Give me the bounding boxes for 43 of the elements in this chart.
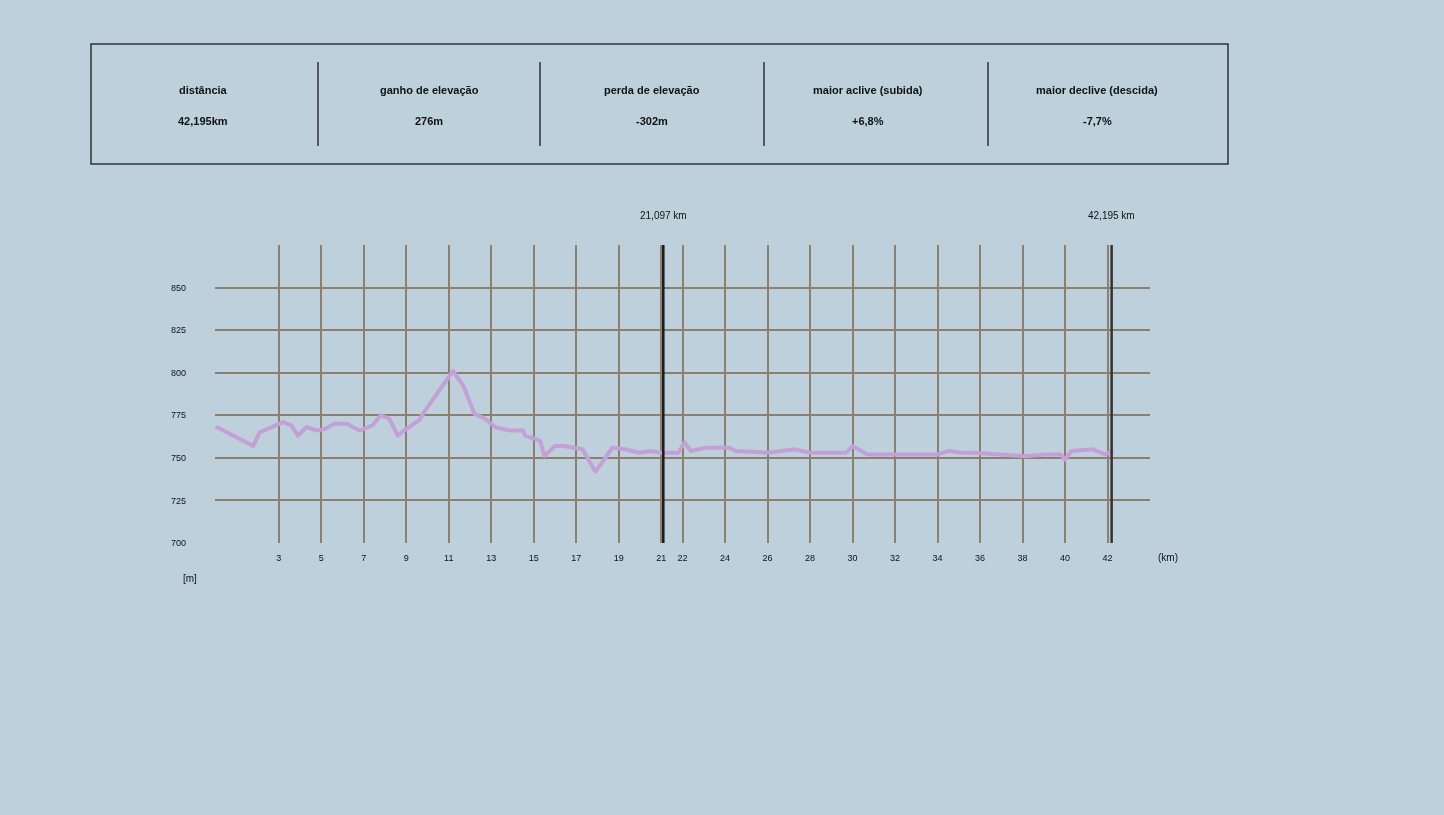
line-series [215, 369, 1114, 474]
x-tick-label: 5 [318, 553, 324, 563]
ref-line-label: 42,195 km [1088, 210, 1135, 221]
y-axis-title: [m] [183, 573, 198, 584]
text: +6,8% [852, 115, 884, 127]
x-tick-label: 32 [889, 553, 901, 563]
x-tick-label: 21 [656, 553, 667, 563]
text: maior declive (descida) [1036, 84, 1158, 96]
x-tick-label: 19 [613, 553, 624, 563]
x-tick-label: 26 [762, 553, 773, 563]
x-axis-title: (km) [1158, 552, 1178, 563]
x-tick-label: 28 [804, 553, 816, 563]
y-tick-label: 775 [170, 410, 186, 421]
x-tick-label: 7 [361, 553, 367, 563]
x-tick-label: 9 [403, 553, 409, 563]
y-tick-label: 850 [170, 282, 186, 293]
x-tick-label: 22 [677, 553, 688, 563]
x-tick-label: 13 [486, 553, 497, 563]
x-tick-label: 15 [528, 553, 539, 563]
x-tick-label: 11 [444, 553, 454, 563]
x-tick-label: 3 [276, 553, 282, 563]
text: 42,195km [178, 115, 228, 127]
x-tick-label: 17 [571, 553, 582, 563]
text: 276m [415, 115, 444, 127]
ref-line-label: 21,097 km [640, 210, 687, 221]
y-tick-label: 700 [170, 538, 186, 549]
y-tick-label: 725 [170, 495, 186, 506]
y-tick-label: 800 [170, 367, 186, 378]
x-tick-label: 36 [974, 553, 986, 563]
text: -302m [636, 115, 669, 127]
text: -7,7% [1083, 115, 1112, 127]
text: perda de elevação [604, 84, 700, 96]
text: maior aclive (subida) [813, 84, 923, 96]
x-tick-label: 42 [1102, 553, 1113, 563]
text: distância [179, 84, 228, 96]
x-tick-label: 40 [1059, 553, 1071, 563]
x-tick-label: 24 [719, 553, 731, 563]
x-tick-label: 34 [932, 553, 943, 563]
y-tick-label: 750 [170, 453, 186, 464]
text: ganho de elevação [380, 84, 479, 96]
x-tick-label: 38 [1017, 553, 1028, 563]
x-tick-label: 30 [847, 553, 858, 563]
y-tick-label: 825 [170, 325, 186, 336]
